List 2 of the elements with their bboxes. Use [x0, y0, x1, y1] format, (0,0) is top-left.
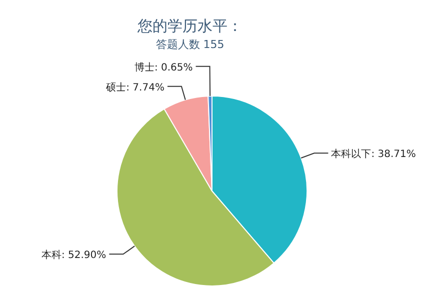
- title: 您的学历水平：: [138, 17, 242, 35]
- subtitle: 答题人数 155: [156, 38, 224, 51]
